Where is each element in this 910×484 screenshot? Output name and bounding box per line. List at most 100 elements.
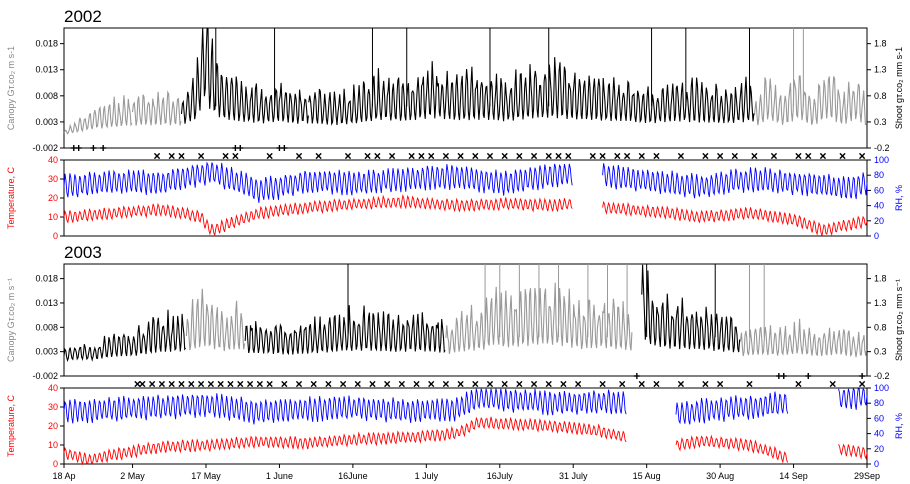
event-x-marker <box>486 380 494 388</box>
x-tick-label: 16June <box>338 471 368 481</box>
event-x-marker <box>217 380 224 388</box>
rh-tick-label: 60 <box>874 413 884 423</box>
rh-tick-label: 40 <box>874 201 884 211</box>
event-x-marker <box>565 152 572 160</box>
temperature-axis-label: Temperature, C <box>6 166 16 229</box>
event-x-marker <box>746 380 753 388</box>
event-x-marker <box>295 152 303 160</box>
temp-tick-label: 30 <box>48 174 58 184</box>
temp-tick-label: 40 <box>48 155 58 165</box>
event-x-marker <box>545 380 552 388</box>
y-tick-label-left: 0.003 <box>35 117 58 127</box>
event-x-marker <box>344 152 352 160</box>
event-x-marker <box>354 380 361 388</box>
event-x-marker <box>364 152 371 160</box>
event-x-marker <box>589 152 596 160</box>
event-x-marker <box>227 380 234 388</box>
event-x-marker <box>457 380 464 388</box>
event-x-marker <box>472 380 479 388</box>
temperature-axis-label: Temperature, C <box>6 394 16 457</box>
rh-series <box>838 387 868 410</box>
event-x-marker <box>555 152 562 160</box>
rh-series <box>63 388 627 425</box>
y-tick-label-left: -0.002 <box>32 371 58 381</box>
rh-tick-label: 0 <box>874 231 879 241</box>
event-x-marker <box>388 152 396 160</box>
y-tick-label-left: 0.013 <box>35 65 58 75</box>
y-tick-label-right: 0.8 <box>874 322 887 332</box>
event-x-marker <box>829 380 836 388</box>
event-x-marker <box>339 380 347 388</box>
temp-tick-label: 40 <box>48 383 58 393</box>
event-x-marker <box>702 152 709 160</box>
rh-tick-label: 100 <box>874 383 889 393</box>
y-tick-label-right: 1.3 <box>874 298 887 308</box>
event-x-marker <box>731 152 738 160</box>
event-plus-marker <box>281 145 288 151</box>
x-tick-label: 15 Aug <box>633 471 661 481</box>
y-tick-label-left: 0.018 <box>35 274 58 284</box>
event-plus-marker <box>237 145 244 151</box>
event-x-marker <box>623 152 631 160</box>
temperature-series <box>63 416 627 466</box>
x-tick-label: 16July <box>487 471 514 481</box>
event-x-marker <box>168 380 175 388</box>
canopy-y-axis-label: Canopy Gт.co₂ m s-1 <box>6 46 16 130</box>
temp-tick-label: 20 <box>48 421 58 431</box>
event-plus-marker <box>100 145 107 151</box>
x-tick-label: 30 Aug <box>706 471 734 481</box>
event-x-marker <box>442 380 450 388</box>
event-x-marker <box>428 380 435 388</box>
event-x-marker <box>198 152 205 160</box>
event-plus-marker <box>633 373 640 379</box>
event-x-marker <box>369 380 376 388</box>
event-x-marker <box>653 152 660 160</box>
event-x-marker <box>310 380 317 388</box>
event-x-marker <box>256 380 263 388</box>
year-label: 2002 <box>64 7 102 26</box>
event-x-marker <box>575 380 582 388</box>
canopy-series-light-2 <box>753 75 867 126</box>
event-x-marker <box>805 152 812 160</box>
event-x-marker <box>325 380 332 388</box>
event-x-marker <box>428 152 435 160</box>
y-tick-label-left: 0.008 <box>35 91 58 101</box>
event-x-marker <box>178 152 185 160</box>
event-x-marker <box>178 380 185 388</box>
event-x-marker <box>188 380 195 388</box>
rh-tick-label: 40 <box>874 429 884 439</box>
y-tick-label-right: 0.8 <box>874 91 887 101</box>
event-x-marker <box>819 152 827 160</box>
event-x-marker <box>266 152 273 160</box>
rh-tick-label: 20 <box>874 216 884 226</box>
event-plus-marker <box>90 145 97 151</box>
temp-tick-label: 20 <box>48 193 58 203</box>
event-x-marker <box>281 380 288 388</box>
event-x-marker <box>207 380 214 388</box>
event-x-marker <box>638 152 645 160</box>
event-x-marker <box>374 152 381 160</box>
event-x-marker <box>717 380 724 388</box>
event-plus-marker <box>780 373 787 379</box>
year-label: 2003 <box>64 243 102 262</box>
event-x-marker <box>232 152 239 160</box>
canopy-series-dark-1 <box>308 57 755 126</box>
event-x-marker <box>619 380 626 388</box>
event-x-marker <box>315 152 322 160</box>
event-x-marker <box>168 152 175 160</box>
y-tick-label-right: 1.3 <box>874 65 887 75</box>
event-x-marker <box>638 380 645 388</box>
x-tick-label: 1 July <box>415 471 439 481</box>
event-x-marker <box>677 380 685 388</box>
temp-tick-label: 0 <box>53 231 58 241</box>
event-x-marker <box>198 380 205 388</box>
temperature-series <box>63 193 573 237</box>
temp-tick-label: 0 <box>53 459 58 469</box>
y-tick-label-left: -0.002 <box>32 143 58 153</box>
event-x-marker <box>677 152 685 160</box>
rh-series <box>602 163 868 200</box>
event-x-marker <box>149 380 156 388</box>
event-x-marker <box>457 152 464 160</box>
y-tick-label-right: -0.2 <box>874 371 890 381</box>
y-tick-label-right: 0.3 <box>874 117 887 127</box>
